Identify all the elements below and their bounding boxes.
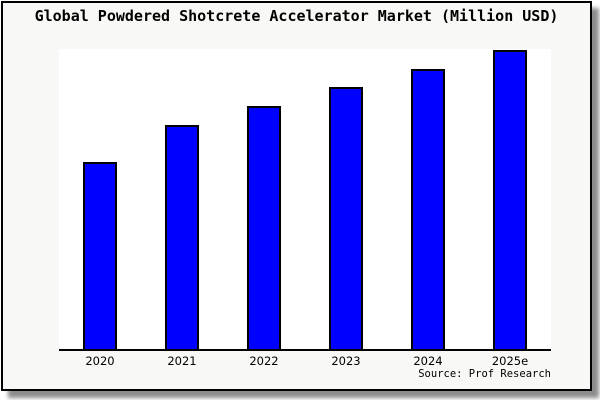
plot-area xyxy=(59,49,551,351)
chart-title: Global Powdered Shotcrete Accelerator Ma… xyxy=(34,7,559,25)
bar-2025e xyxy=(493,49,527,349)
bar-2023 xyxy=(329,86,363,349)
chart-container: Global Powdered Shotcrete Accelerator Ma… xyxy=(1,1,592,391)
x-tick-2020: 2020 xyxy=(85,354,115,368)
x-tick-2023: 2023 xyxy=(331,354,361,368)
x-tick-2021: 2021 xyxy=(167,354,197,368)
x-tick-2024: 2024 xyxy=(413,354,443,368)
bar-2022 xyxy=(247,106,281,349)
x-axis-ticks: 2020 2021 2022 2023 2024 2025e xyxy=(59,354,551,370)
bar-2021 xyxy=(165,124,199,349)
source-note: Source: Prof Research xyxy=(418,368,551,380)
x-tick-2022: 2022 xyxy=(249,354,279,368)
bar-2024 xyxy=(411,68,445,349)
bar-2020 xyxy=(83,161,117,349)
x-tick-2025e: 2025e xyxy=(491,354,529,368)
